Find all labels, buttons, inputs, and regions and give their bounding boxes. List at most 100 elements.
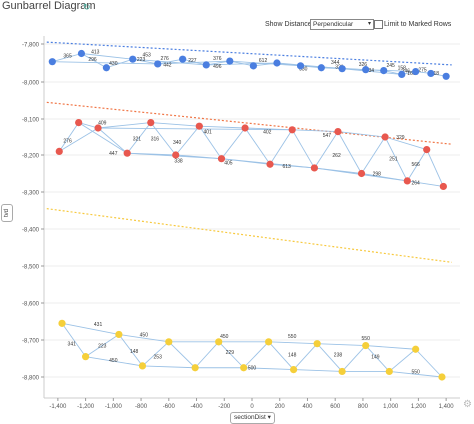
blue-well-point [380,67,388,75]
yellow-well-point [138,362,147,370]
trend-lines [46,41,452,263]
y-tick-label: -8,800 [22,376,40,382]
distance-edge [206,62,277,66]
distance-edge [218,341,245,369]
distance-label: 550 [362,336,371,342]
distance-label: 550 [411,369,420,375]
distance-label: 229 [226,350,235,356]
distance-label: 316 [151,137,160,143]
distance-label: 245 [386,63,395,69]
y-tick-label: -8,200 [22,154,40,160]
axes: -7,800 -8,000 -8,100 -8,200 -8,300 -8,400 -8,5… [22,36,460,410]
x-tick-label: -800 [135,404,148,410]
distance-label: 450 [220,334,229,340]
distance-edge [244,127,271,165]
distance-edge [337,131,362,174]
distance-mode-select[interactable]: Perpendicular ▾ [310,19,374,30]
show-distances-label: Show Distances [265,21,316,28]
y-tick-label: -8,300 [22,191,40,197]
distance-edge [85,334,120,358]
distance-edge [406,149,428,182]
distance-edge [157,60,230,65]
distance-label: 276 [63,138,72,144]
x-tick-label: -1,000 [105,404,123,410]
y-tick-label: -8,700 [22,339,40,345]
distance-label: 566 [411,162,420,168]
y-axis-selector[interactable]: tvd [1,204,13,222]
distance-edge [276,62,343,70]
x-tick-label: 600 [330,404,341,410]
distance-edge [97,127,128,154]
distance-edge [58,122,80,152]
page-title: Gunbarrel Diagram [2,0,96,12]
distance-label: 500 [248,366,257,372]
blue-well-point [249,62,257,70]
distance-edge [142,365,196,369]
distance-edge [118,334,169,343]
x-tick-label: 1,400 [439,404,455,410]
distance-label: 275 [418,68,427,74]
grid [44,43,460,378]
distance-edge [341,345,367,372]
distance-edge [61,322,119,335]
blue-well-point [179,55,187,63]
points [48,49,450,381]
distance-label: 253 [154,355,163,361]
x-tick-label: 200 [275,404,286,410]
blue-well-point [338,65,346,73]
distance-edge [198,125,222,159]
yellow-well-point [58,319,66,327]
distance-edge [199,125,246,129]
blue-well-point [129,55,137,63]
blue-well-point [362,66,370,74]
distance-label: 613 [282,164,291,170]
distance-edge [292,129,338,133]
distance-edge [126,122,152,154]
distance-edge [361,136,386,174]
refresh-icon[interactable]: ↻ [83,2,91,12]
y-tick-label: -8,000 [22,81,40,87]
distance-edge [426,149,444,187]
distance-edge [157,58,183,65]
blue-well-point [412,67,420,76]
distance-label: 148 [130,349,139,355]
yellow-well-point [385,367,393,376]
distance-edge [132,58,207,66]
y-tick-label: -8,500 [22,265,40,271]
distance-edge [384,136,408,182]
distance-label: 365 [63,53,72,59]
yellow-well-point [412,345,420,353]
distance-label: 148 [288,353,297,359]
blue-well-point [77,49,86,58]
distance-edge [337,131,386,138]
red-well-point [403,177,411,185]
distance-edge [389,371,443,378]
blue-well-point [427,69,435,78]
distance-label: 453 [142,52,151,58]
x-tick-label: 1,000 [383,404,399,410]
distance-edge [175,125,200,156]
distance-edge [388,348,416,372]
distance-label: 338 [174,158,183,164]
distance-edge [85,356,143,367]
distance-label: 402 [263,129,272,135]
distance-edge [365,345,390,372]
distance-edge [206,60,230,66]
red-well-point [195,122,203,130]
yellow-well-point [215,338,223,346]
x-tick-label: -1,200 [77,404,95,410]
red-well-point [147,119,155,127]
distance-edge [98,122,151,129]
x-axis-selector[interactable]: sectionDist ▾ [230,412,275,424]
limit-marked-rows-checkbox[interactable] [374,20,383,29]
chevron-down-icon: ▾ [267,414,271,421]
distance-edge [293,343,318,370]
blue-well-point [273,59,281,67]
distance-label: 442 [163,62,172,68]
distance-edge [132,58,158,65]
x-tick-label: 1,200 [411,404,427,410]
distance-label: 405 [224,160,233,166]
distance-label: 251 [389,157,398,163]
gear-icon[interactable]: ⚙ [463,399,472,410]
